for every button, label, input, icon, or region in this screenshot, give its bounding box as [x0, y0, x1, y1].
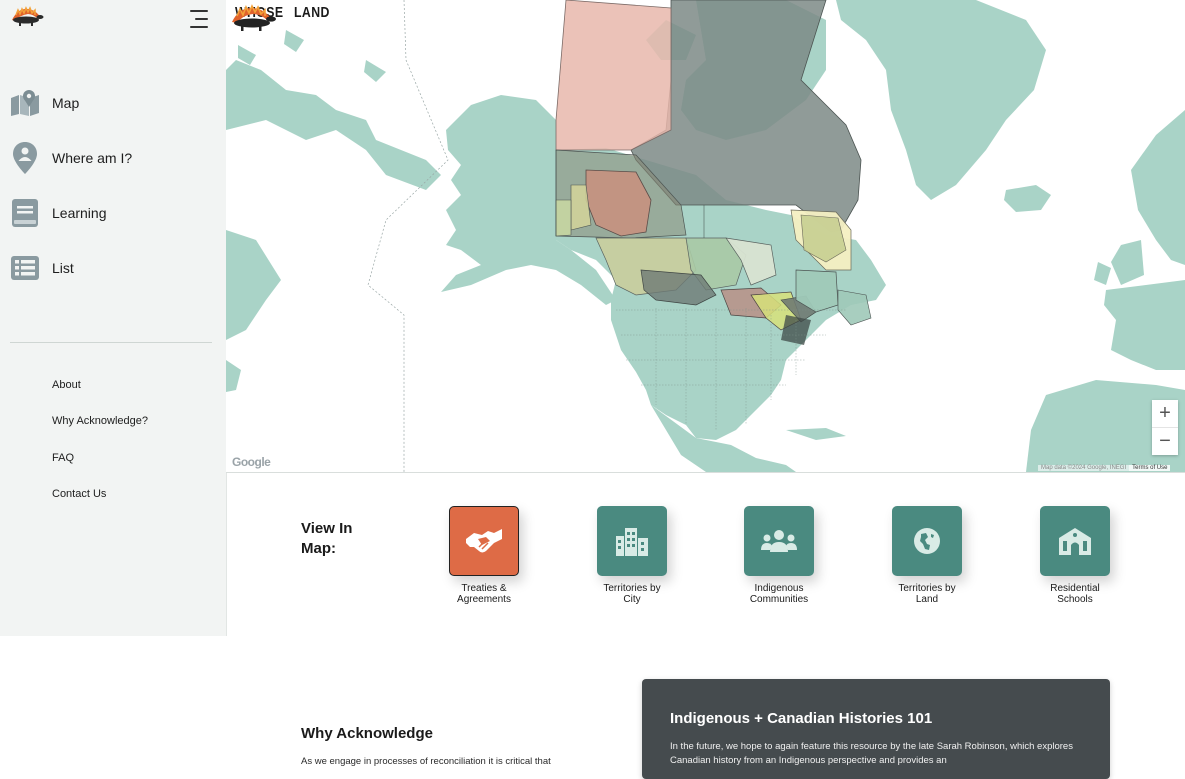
people-icon [761, 530, 797, 552]
histories-101-card[interactable]: Indigenous + Canadian Histories 101 In t… [642, 679, 1110, 779]
map-canvas[interactable] [226, 0, 1185, 472]
sidebar-item-learning[interactable]: Learning [10, 198, 107, 228]
terms-of-use-link[interactable]: Terms of Use [1129, 464, 1171, 471]
book-icon [10, 198, 40, 228]
territories-city-caption: Territories by City [603, 583, 661, 605]
view-indigenous-communities-button[interactable]: Indigenous Communities [724, 506, 834, 605]
handshake-icon [466, 529, 502, 553]
view-in-map-label: View In Map: [301, 520, 353, 557]
school-icon [1059, 528, 1091, 555]
map-attribution: Map data ©2024 Google, INEGI Terms of Us… [1038, 463, 1171, 472]
territories-land-caption: Territories by Land [898, 583, 956, 605]
view-treaties-button[interactable]: Treaties & Agreements [429, 506, 539, 605]
map-view[interactable]: WHOSE LAND Google + − Map data ©2024 Goo… [226, 0, 1185, 473]
view-territories-land-button[interactable]: Territories by Land [872, 506, 982, 605]
map-data-text: Map data ©2024 Google, INEGI [1038, 464, 1130, 471]
indigenous-communities-tile[interactable] [744, 506, 814, 576]
map-icon [10, 88, 40, 118]
city-icon [616, 528, 648, 556]
zoom-in-button[interactable]: + [1159, 402, 1171, 424]
brand-name-right: LAND [294, 4, 330, 21]
sidebar-item-label: Map [52, 95, 80, 111]
why-acknowledge-text: As we engage in processes of reconciliat… [301, 756, 551, 767]
menu-toggle-icon[interactable] [188, 10, 208, 28]
sidebar-item-label: List [52, 260, 74, 276]
histories-101-title: Indigenous + Canadian Histories 101 [670, 710, 933, 727]
brand-mascot-icon [232, 4, 276, 31]
globe-icon [914, 528, 940, 554]
residential-schools-caption: Residential Schools [1050, 583, 1100, 605]
treaties-tile[interactable] [449, 506, 519, 576]
location-pin-icon [10, 142, 40, 174]
sidebar-divider [10, 342, 212, 343]
view-residential-schools-button[interactable]: Residential Schools [1020, 506, 1130, 605]
why-acknowledge-link[interactable]: Why Acknowledge? [52, 415, 148, 427]
sidebar: Map Where am I? Learning [0, 0, 227, 636]
whose-land-logo-icon[interactable] [10, 6, 44, 33]
google-logo: Google [232, 455, 271, 469]
histories-101-text: In the future, we hope to again feature … [670, 741, 1073, 766]
sidebar-item-label: Where am I? [52, 150, 133, 166]
list-icon [10, 253, 40, 283]
contact-us-link[interactable]: Contact Us [52, 488, 107, 500]
whose-land-brand[interactable]: WHOSE LAND [232, 4, 338, 31]
sidebar-item-label: Learning [52, 205, 107, 221]
sidebar-item-map[interactable]: Map [10, 88, 79, 118]
territories-land-tile[interactable] [892, 506, 962, 576]
zoom-out-button[interactable]: − [1159, 430, 1171, 452]
sidebar-item-list[interactable]: List [10, 253, 74, 283]
zoom-divider [1152, 427, 1178, 428]
view-territories-city-button[interactable]: Territories by City [577, 506, 687, 605]
about-link[interactable]: About [52, 379, 81, 391]
treaties-caption: Treaties & Agreements [457, 583, 511, 605]
residential-schools-tile[interactable] [1040, 506, 1110, 576]
why-acknowledge-heading: Why Acknowledge [301, 725, 433, 742]
zoom-controls: + − [1152, 400, 1178, 455]
faq-link[interactable]: FAQ [52, 452, 75, 464]
sidebar-item-where-am-i[interactable]: Where am I? [10, 142, 133, 174]
indigenous-communities-caption: Indigenous Communities [749, 583, 809, 605]
territories-city-tile[interactable] [597, 506, 667, 576]
